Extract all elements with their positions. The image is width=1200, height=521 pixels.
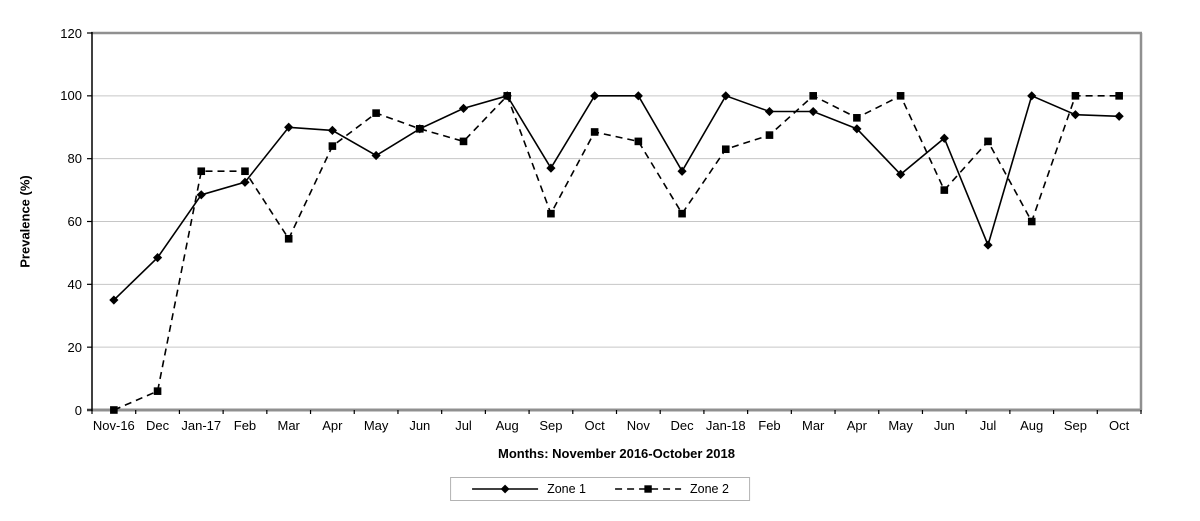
y-tick-label: 100: [60, 88, 82, 104]
marker-square-zone-2: [940, 186, 949, 194]
marker-diamond-zone-1: [677, 166, 687, 176]
marker-diamond-zone-1: [1070, 110, 1081, 120]
marker-diamond-zone-1: [196, 190, 206, 200]
marker-diamond-zone-1: [633, 91, 643, 101]
y-tick-label: 20: [67, 339, 82, 355]
legend-entry-zone-2: Zone 2: [614, 482, 729, 496]
x-tick-label: Aug: [495, 418, 519, 433]
x-tick-label: Jan-18: [705, 418, 746, 433]
marker-square-zone-2: [110, 406, 118, 414]
marker-square-zone-2: [721, 145, 730, 154]
marker-square-zone-2: [1027, 217, 1036, 226]
marker-diamond-zone-1: [458, 103, 469, 113]
legend-entry-zone-1: Zone 1: [471, 482, 586, 496]
x-tick-label: Sep: [539, 418, 563, 433]
y-tick-label: 40: [67, 276, 82, 292]
x-tick-label: May: [888, 418, 913, 433]
x-tick-label: Nov: [626, 418, 650, 433]
x-tick-label: Oct: [1109, 418, 1130, 433]
y-tick-label: 0: [74, 402, 82, 418]
series-line-zone-2: [113, 94, 1120, 411]
marker-square-zone-2: [153, 387, 162, 395]
x-tick-label: May: [363, 418, 389, 433]
x-tick-label: Jun: [933, 418, 955, 433]
marker-diamond-zone-1: [983, 240, 993, 250]
x-tick-label: Jul: [455, 418, 472, 433]
marker-square-zone-2: [372, 109, 380, 117]
marker-diamond-zone-1: [546, 163, 556, 173]
x-tick-label: Apr: [846, 418, 867, 433]
marker-diamond-zone-1: [896, 169, 906, 179]
marker-square-zone-2: [1115, 92, 1123, 100]
marker-square-zone-2: [1071, 92, 1080, 100]
x-tick-label: Mar: [801, 418, 825, 433]
marker-diamond-zone-1: [284, 122, 294, 132]
marker-diamond-zone-1: [371, 150, 381, 161]
marker-square-zone-2: [809, 92, 817, 100]
marker-square-zone-2: [678, 209, 686, 218]
marker-square-zone-2: [547, 209, 555, 218]
marker-diamond-zone-1: [764, 106, 775, 117]
marker-square-zone-2: [590, 128, 599, 136]
series-line-zone-1: [113, 94, 1120, 301]
marker-square-zone-2: [197, 167, 206, 176]
marker-diamond-zone-1: [152, 253, 163, 263]
legend: Zone 1 Zone 2: [450, 477, 750, 501]
x-tick-label: Nov-16: [92, 418, 135, 433]
marker-square-zone-2: [984, 137, 992, 146]
legend-label-zone-1: Zone 1: [547, 482, 586, 496]
x-tick-label: Jun: [409, 418, 431, 433]
marker-diamond-zone-1: [939, 133, 949, 143]
marker-square-zone-2: [896, 92, 905, 100]
marker-diamond-zone-1: [590, 91, 600, 101]
y-axis-title: Prevalence (%): [17, 175, 33, 268]
y-tick-label: 60: [67, 214, 82, 229]
marker-diamond-zone-1: [1027, 91, 1037, 101]
marker-square-zone-2: [853, 114, 861, 122]
marker-square-zone-2: [328, 142, 337, 150]
marker-diamond-zone-1: [109, 295, 119, 305]
x-tick-label: Apr: [322, 418, 343, 433]
marker-diamond-zone-1: [721, 91, 731, 101]
legend-solid-line-diamond-icon: [472, 484, 539, 494]
marker-square-zone-2: [241, 167, 249, 176]
x-axis-title: Months: November 2016-October 2018: [498, 446, 735, 461]
marker-square-zone-2: [634, 137, 643, 146]
marker-square-zone-2: [765, 131, 774, 139]
x-tick-label: Dec: [146, 418, 170, 433]
legend-dashed-line-square-icon: [615, 485, 681, 493]
marker-diamond-zone-1: [415, 124, 425, 134]
marker-diamond-zone-1: [852, 124, 862, 134]
marker-square-zone-2: [459, 137, 468, 146]
x-tick-label: Jan-17: [181, 418, 222, 433]
x-tick-label: Sep: [1063, 418, 1087, 433]
y-tick-label: 80: [67, 151, 82, 167]
x-tick-label: Aug: [1020, 418, 1044, 433]
marker-diamond-zone-1: [808, 106, 818, 117]
marker-diamond-zone-1: [1114, 111, 1124, 121]
marker-diamond-zone-1: [327, 125, 337, 135]
marker-square-zone-2: [284, 234, 293, 243]
x-tick-label: Feb: [758, 418, 781, 433]
x-tick-label: Feb: [233, 418, 257, 433]
marker-diamond-zone-1: [502, 91, 512, 101]
legend-label-zone-2: Zone 2: [690, 482, 729, 496]
x-tick-label: Dec: [670, 418, 694, 433]
marker-diamond-zone-1: [240, 177, 250, 187]
y-tick-label: 120: [60, 25, 82, 41]
x-tick-label: Oct: [584, 418, 605, 433]
x-tick-label: Mar: [277, 418, 300, 433]
x-tick-label: Jul: [979, 418, 997, 433]
